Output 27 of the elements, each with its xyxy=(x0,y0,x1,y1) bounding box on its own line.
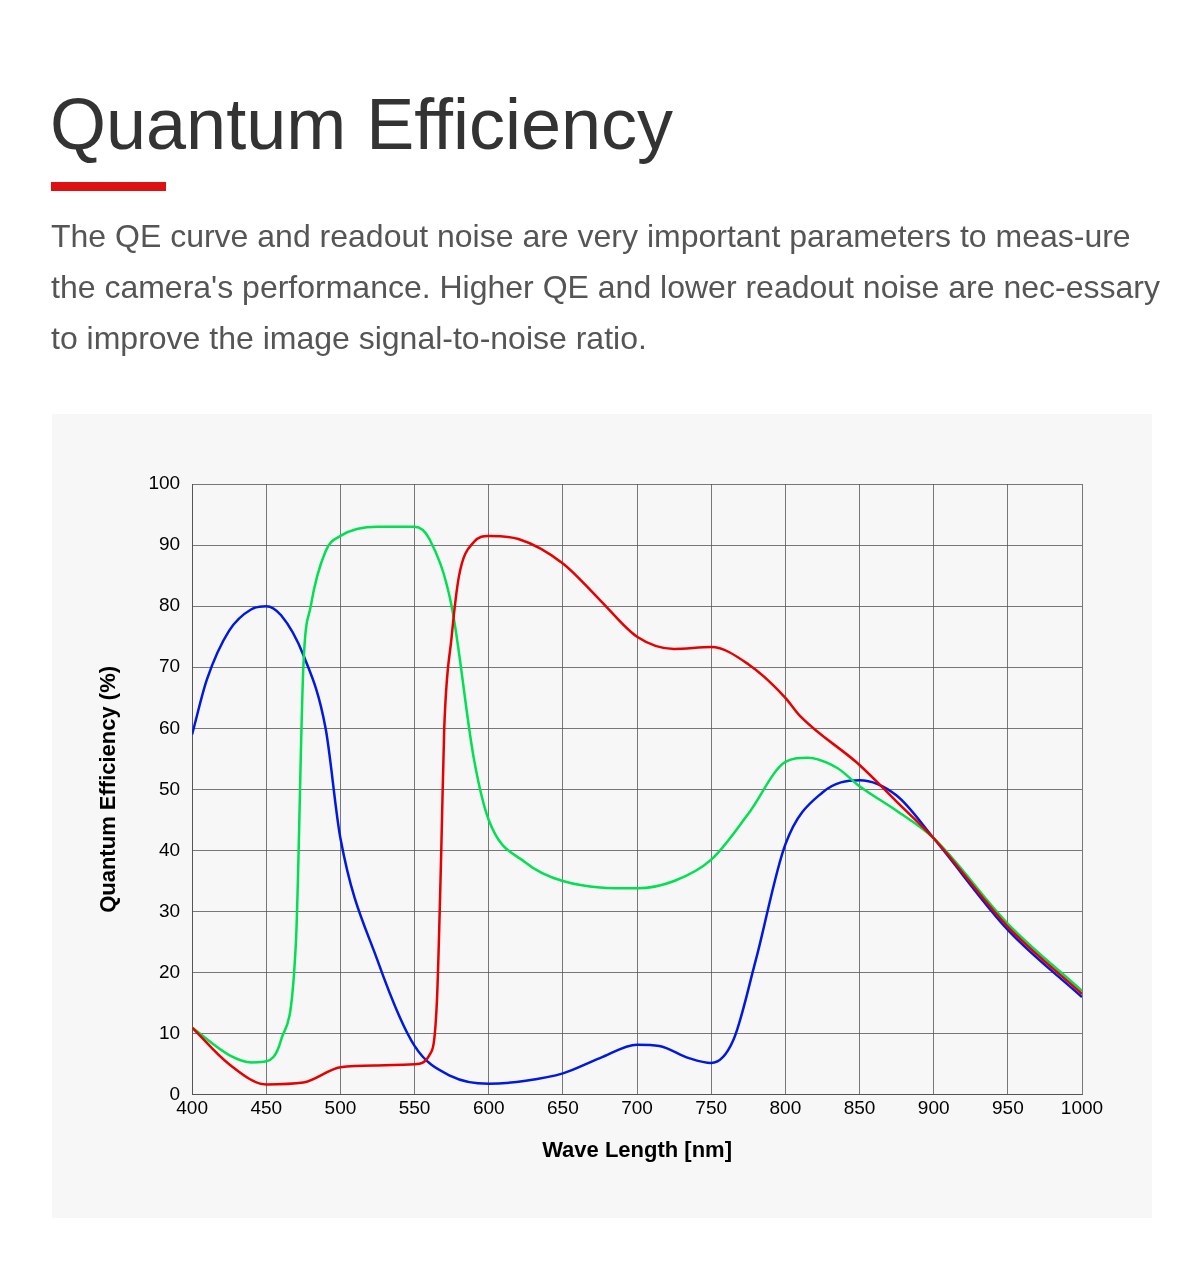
y-axis-title: Quantum Efficiency (%) xyxy=(95,665,121,913)
y-tick-label: 30 xyxy=(158,899,181,921)
y-tick-label: 0 xyxy=(169,1083,181,1105)
x-tick-label: 650 xyxy=(547,1097,579,1119)
x-tick-label: 800 xyxy=(769,1097,802,1119)
chart-subtitle: The QE curve and readout noise are very important parameters to meas-ure the camera's performance. Higher QE and lower readout noise are nec-essary to improve the image signal-to-noise ratio. xyxy=(51,217,1161,358)
y-tick-label: 20 xyxy=(158,960,181,982)
x-tick-label: 950 xyxy=(991,1097,1024,1119)
y-tick-label: 80 xyxy=(158,594,181,616)
x-tick-label: 550 xyxy=(398,1097,431,1119)
chart-title: Quantum Efficiency xyxy=(50,83,674,166)
x-tick-label: 750 xyxy=(695,1097,728,1119)
y-tick-label: 60 xyxy=(158,716,181,738)
x-tick-label: 600 xyxy=(472,1097,505,1119)
x-tick-label: 1000 xyxy=(1060,1097,1104,1119)
y-tick-label: 10 xyxy=(158,1021,181,1043)
x-axis-title: Wave Length [nm] xyxy=(542,1136,732,1162)
x-tick-label: 700 xyxy=(621,1097,653,1119)
x-tick-label: 450 xyxy=(250,1097,283,1119)
y-tick-label: 90 xyxy=(158,533,181,555)
y-tick-label: 100 xyxy=(148,472,181,494)
x-tick-label: 500 xyxy=(324,1097,357,1119)
x-tick-label: 900 xyxy=(917,1097,950,1119)
x-tick-label: 850 xyxy=(843,1097,876,1119)
y-tick-label: 50 xyxy=(158,777,181,799)
y-tick-label: 40 xyxy=(158,838,181,860)
y-tick-label: 70 xyxy=(158,655,181,677)
